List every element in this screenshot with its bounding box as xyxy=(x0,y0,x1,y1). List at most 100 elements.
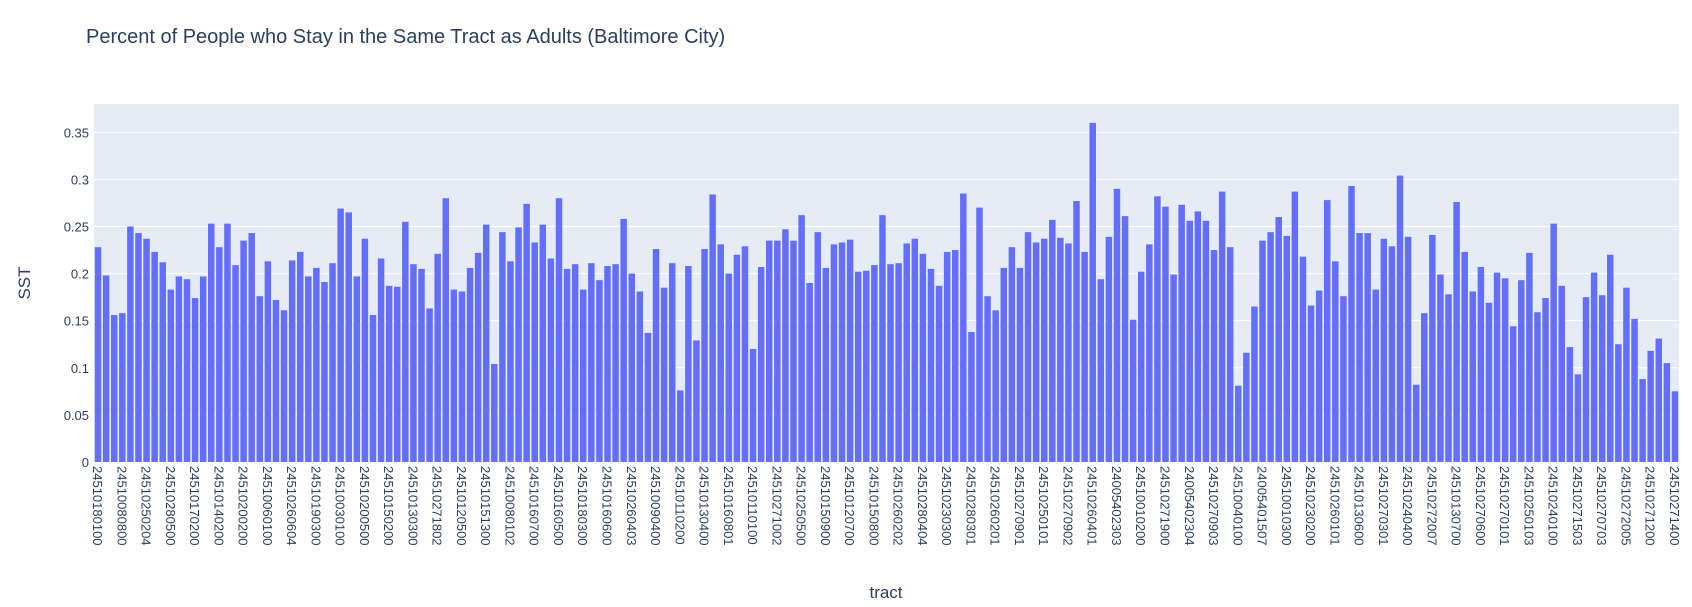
bar[interactable] xyxy=(1154,196,1161,463)
bar[interactable] xyxy=(1146,244,1153,462)
bar[interactable] xyxy=(911,238,919,462)
bar[interactable] xyxy=(1162,206,1169,462)
bar[interactable] xyxy=(1469,291,1477,462)
bar[interactable] xyxy=(288,260,296,462)
bar[interactable] xyxy=(1137,271,1145,462)
bar[interactable] xyxy=(539,224,547,462)
bar[interactable] xyxy=(102,275,110,462)
bar[interactable] xyxy=(725,273,733,462)
bar[interactable] xyxy=(410,264,417,462)
bar[interactable] xyxy=(224,223,231,462)
bar[interactable] xyxy=(1623,287,1630,462)
bar[interactable] xyxy=(733,254,741,462)
bar[interactable] xyxy=(458,291,466,462)
bar[interactable] xyxy=(863,270,870,462)
bar[interactable] xyxy=(1210,250,1218,462)
bar[interactable] xyxy=(1283,235,1291,462)
bar[interactable] xyxy=(822,267,830,462)
bar[interactable] xyxy=(296,251,304,462)
bar[interactable] xyxy=(814,232,821,462)
bar[interactable] xyxy=(507,261,514,462)
bar[interactable] xyxy=(1671,391,1679,462)
bar[interactable] xyxy=(1493,272,1501,462)
bar[interactable] xyxy=(709,194,716,462)
bar[interactable] xyxy=(1542,298,1549,462)
bar[interactable] xyxy=(1000,267,1007,462)
bar[interactable] xyxy=(1615,344,1622,462)
bar[interactable] xyxy=(1049,219,1056,462)
bar[interactable] xyxy=(345,212,352,462)
bar[interactable] xyxy=(523,203,530,462)
bar[interactable] xyxy=(127,226,134,462)
bar[interactable] xyxy=(879,215,886,462)
bar[interactable] xyxy=(394,286,401,462)
bar[interactable] xyxy=(652,249,660,462)
bar[interactable] xyxy=(838,242,846,462)
bar[interactable] xyxy=(1372,289,1379,462)
bar[interactable] xyxy=(1421,313,1428,462)
bar[interactable] xyxy=(240,240,247,462)
bar[interactable] xyxy=(191,298,199,462)
bar[interactable] xyxy=(790,240,797,462)
bar[interactable] xyxy=(1550,223,1557,462)
bar[interactable] xyxy=(1477,266,1485,462)
bar[interactable] xyxy=(1016,267,1024,462)
bar[interactable] xyxy=(135,233,142,462)
bar[interactable] xyxy=(757,266,765,462)
bar[interactable] xyxy=(1307,305,1315,462)
bar[interactable] xyxy=(596,280,603,462)
bar[interactable] xyxy=(1412,384,1420,462)
bar[interactable] xyxy=(1453,201,1460,462)
bar[interactable] xyxy=(272,299,280,462)
bar[interactable] xyxy=(1437,274,1444,462)
bar[interactable] xyxy=(774,240,781,462)
bar[interactable] xyxy=(1105,236,1113,462)
bar[interactable] xyxy=(766,240,773,462)
bar[interactable] xyxy=(1356,233,1363,462)
bar[interactable] xyxy=(887,264,894,462)
bar[interactable] xyxy=(474,252,482,462)
bar[interactable] xyxy=(927,268,935,462)
bar[interactable] xyxy=(1364,233,1371,462)
bar[interactable] xyxy=(984,296,991,462)
bar[interactable] xyxy=(960,193,967,463)
bar[interactable] xyxy=(943,251,951,462)
bar[interactable] xyxy=(151,251,158,462)
bar[interactable] xyxy=(717,244,724,462)
bar[interactable] xyxy=(1129,319,1137,462)
bar[interactable] xyxy=(798,215,805,462)
bar[interactable] xyxy=(1202,220,1210,462)
bar[interactable] xyxy=(305,276,312,462)
bar[interactable] xyxy=(604,266,611,462)
bar[interactable] xyxy=(216,247,223,462)
bar[interactable] xyxy=(450,289,458,462)
bar[interactable] xyxy=(1323,200,1331,463)
bar[interactable] xyxy=(741,246,749,462)
bar[interactable] xyxy=(1663,363,1671,462)
bar[interactable] xyxy=(668,263,676,462)
bar[interactable] xyxy=(919,253,927,462)
bar[interactable] xyxy=(620,218,627,462)
bar[interactable] xyxy=(1598,295,1606,462)
bar[interactable] xyxy=(1226,247,1234,462)
bar[interactable] xyxy=(1024,232,1032,462)
bar[interactable] xyxy=(1501,278,1509,462)
bar[interactable] xyxy=(612,264,619,462)
bar[interactable] xyxy=(1429,234,1436,462)
bar[interactable] xyxy=(1485,302,1493,462)
bar[interactable] xyxy=(1566,347,1574,462)
bar[interactable] xyxy=(1065,243,1072,462)
bar[interactable] xyxy=(442,198,450,463)
bar[interactable] xyxy=(1590,272,1598,462)
bar[interactable] xyxy=(1332,261,1339,462)
bar[interactable] xyxy=(1607,254,1614,462)
bar[interactable] xyxy=(1008,247,1016,462)
bar[interactable] xyxy=(1121,216,1129,462)
bar[interactable] xyxy=(434,253,441,462)
bar[interactable] xyxy=(1526,252,1533,462)
bar[interactable] xyxy=(1291,191,1299,462)
bar[interactable] xyxy=(256,296,264,462)
bar[interactable] xyxy=(580,289,587,462)
bar[interactable] xyxy=(693,340,700,462)
bar[interactable] xyxy=(854,271,862,462)
